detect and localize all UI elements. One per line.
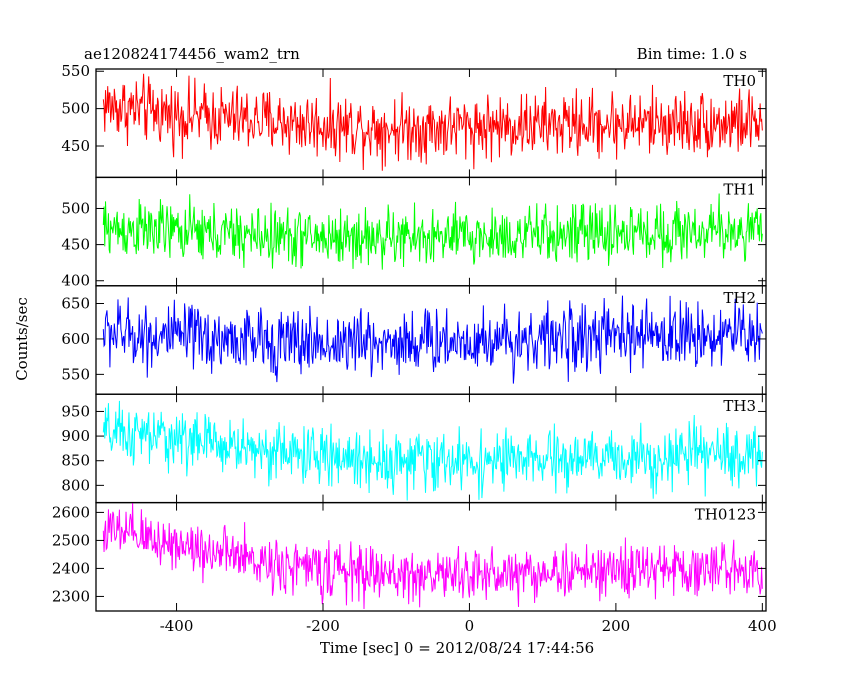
y-tick-label: 900 bbox=[61, 427, 90, 445]
series-line-th0 bbox=[102, 73, 763, 171]
x-axis-label: Time [sec] 0 = 2012/08/24 17:44:56 bbox=[319, 639, 595, 657]
series-line-th0123 bbox=[102, 502, 763, 610]
panel-label-th0123: TH0123 bbox=[695, 506, 756, 524]
y-tick-label: 850 bbox=[61, 452, 90, 470]
panel-label-th2: TH2 bbox=[723, 289, 756, 307]
panel-label-th3: TH3 bbox=[723, 397, 756, 415]
y-tick-label: 400 bbox=[61, 272, 90, 290]
panel-frame bbox=[95, 285, 767, 395]
x-tick-label: -400 bbox=[160, 617, 194, 635]
y-tick-label: 550 bbox=[61, 365, 90, 383]
panel-th3: TH3 800 850 900 950 bbox=[61, 393, 767, 504]
series-line-th2 bbox=[102, 295, 763, 384]
y-tick-label: 800 bbox=[61, 476, 90, 494]
panel-label-th0: TH0 bbox=[723, 72, 756, 90]
series-line-th3 bbox=[102, 400, 763, 501]
panel-th0123: TH0123 2300 2400 2500 2600 bbox=[52, 501, 767, 612]
y-tick-label: 550 bbox=[61, 62, 90, 80]
y-tick-label: 2500 bbox=[52, 531, 90, 549]
x-tick-label: 400 bbox=[748, 617, 777, 635]
panel-frame bbox=[95, 501, 767, 612]
observation-id-title: ae120824174456_wam2_trn bbox=[84, 45, 300, 63]
y-tick-label: 2300 bbox=[52, 587, 90, 605]
panel-th1: TH1 400 450 500 bbox=[61, 176, 767, 290]
series-line-th1 bbox=[102, 193, 763, 270]
x-tick-label: 200 bbox=[602, 617, 631, 635]
x-tick-label: -200 bbox=[306, 617, 340, 635]
panel-label-th1: TH1 bbox=[723, 180, 756, 198]
y-tick-label: 500 bbox=[61, 100, 90, 118]
y-tick-label: 650 bbox=[61, 295, 90, 313]
bin-time-label: Bin time: 1.0 s bbox=[636, 45, 747, 63]
y-tick-label: 450 bbox=[61, 137, 90, 155]
y-tick-label: 950 bbox=[61, 402, 90, 420]
panel-th0: TH0 450 500 550 bbox=[61, 62, 767, 179]
y-tick-label: 500 bbox=[61, 199, 90, 217]
x-tick-label: 0 bbox=[465, 617, 475, 635]
y-tick-label: 2600 bbox=[52, 503, 90, 521]
y-tick-label: 2400 bbox=[52, 559, 90, 577]
panel-th2: TH2 550 600 650 bbox=[61, 285, 767, 395]
y-axis-label: Counts/sec bbox=[13, 297, 31, 381]
y-tick-label: 450 bbox=[61, 236, 90, 254]
y-tick-label: 600 bbox=[61, 330, 90, 348]
